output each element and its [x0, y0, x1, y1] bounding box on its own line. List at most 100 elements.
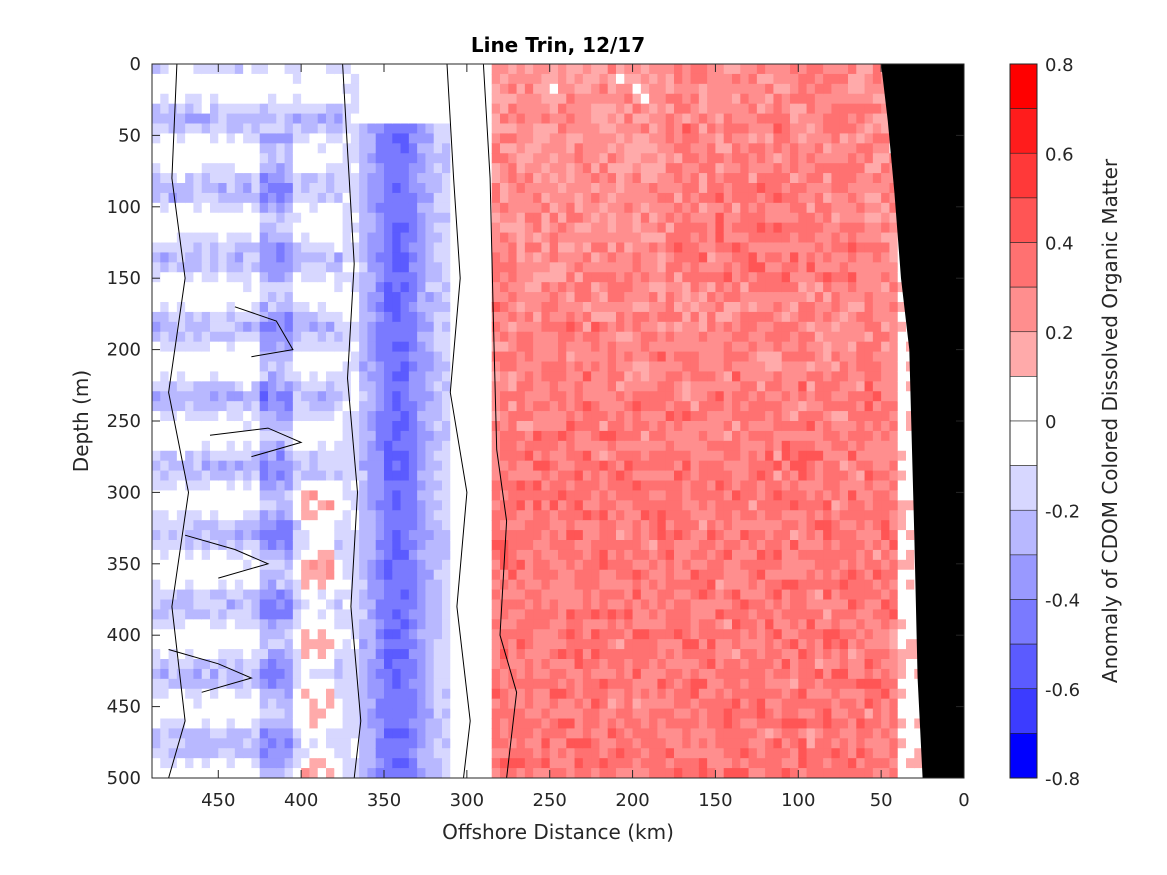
field-cell: [524, 649, 534, 660]
field-cell: [508, 748, 518, 759]
field-cell: [268, 311, 277, 323]
field-cell: [317, 361, 327, 373]
field-cell: [350, 559, 360, 571]
field-cell: [342, 520, 352, 531]
field-cell: [176, 272, 186, 283]
field-cell: [433, 311, 443, 323]
field-cell: [682, 500, 692, 511]
field-cell: [259, 569, 269, 581]
field-cell: [640, 361, 650, 373]
field-cell: [640, 381, 650, 392]
field-cell: [524, 202, 534, 214]
field-cell: [715, 569, 725, 581]
field-cell: [690, 738, 700, 749]
field-cell: [152, 302, 161, 313]
field-cell: [417, 222, 427, 234]
field-cell: [458, 311, 468, 323]
field-cell: [193, 430, 203, 442]
field-cell: [591, 579, 601, 591]
field-cell: [690, 93, 700, 105]
field-cell: [292, 113, 302, 125]
field-cell: [417, 401, 427, 412]
field-cell: [649, 311, 659, 323]
field-cell: [599, 728, 609, 739]
field-cell: [533, 143, 543, 154]
anomaly-field: [152, 64, 964, 778]
field-cell: [491, 83, 501, 95]
field-cell: [276, 351, 286, 363]
field-cell: [475, 192, 485, 204]
field-cell: [657, 698, 667, 710]
field-cell: [450, 768, 460, 778]
field-cell: [624, 589, 634, 601]
field-cell: [690, 321, 700, 333]
field-cell: [574, 738, 584, 749]
field-cell: [334, 569, 344, 581]
field-cell: [574, 639, 584, 650]
field-cell: [541, 668, 551, 680]
field-cell: [384, 73, 393, 85]
field-cell: [375, 619, 385, 630]
field-cell: [566, 609, 576, 620]
field-cell: [707, 212, 717, 224]
field-cell: [326, 153, 335, 164]
field-cell: [243, 242, 253, 254]
field-cell: [491, 381, 501, 392]
field-cell: [649, 718, 659, 730]
field-cell: [152, 143, 161, 154]
field-cell: [433, 93, 443, 105]
field-cell: [541, 292, 551, 303]
field-cell: [226, 153, 236, 164]
field-cell: [599, 173, 609, 184]
field-cell: [251, 292, 261, 303]
field-cell: [566, 311, 576, 323]
field-cell: [384, 440, 393, 452]
field-cell: [698, 738, 708, 749]
field-cell: [168, 639, 178, 650]
field-cell: [201, 321, 211, 333]
field-cell: [359, 549, 369, 561]
field-cell: [350, 242, 360, 254]
field-cell: [408, 748, 418, 759]
field-cell: [168, 83, 178, 95]
field-cell: [152, 381, 161, 392]
field-cell: [152, 192, 161, 204]
field-cell: [599, 470, 609, 482]
field-cell: [292, 381, 302, 392]
field-cell: [558, 242, 567, 254]
field-cell: [284, 262, 294, 273]
field-cell: [491, 341, 501, 353]
field-cell: [317, 530, 327, 541]
field-cell: [591, 272, 601, 283]
field-cell: [682, 421, 692, 432]
field-cell: [359, 659, 369, 670]
field-cell: [259, 331, 269, 343]
field-cell: [649, 430, 659, 442]
field-cell: [665, 143, 675, 154]
field-cell: [516, 192, 526, 204]
field-cell: [698, 351, 708, 363]
field-cell: [317, 292, 327, 303]
field-cell: [574, 510, 584, 521]
field-cell: [268, 133, 277, 144]
field-cell: [276, 599, 286, 611]
field-cell: [317, 143, 327, 154]
field-cell: [259, 440, 269, 452]
field-cell: [632, 401, 642, 412]
field-cell: [201, 83, 211, 95]
field-cell: [367, 123, 377, 135]
field-cell: [317, 381, 327, 392]
field-cell: [682, 649, 692, 660]
field-cell: [400, 748, 410, 759]
field-cell: [665, 549, 675, 561]
field-cell: [616, 698, 625, 710]
field-cell: [599, 659, 609, 670]
field-cell: [582, 153, 592, 164]
field-cell: [425, 302, 435, 313]
field-cell: [458, 728, 468, 739]
field-cell: [458, 202, 468, 214]
field-cell: [218, 460, 228, 472]
field-cell: [276, 232, 286, 244]
field-cell: [549, 659, 559, 670]
field-cell: [649, 401, 659, 412]
